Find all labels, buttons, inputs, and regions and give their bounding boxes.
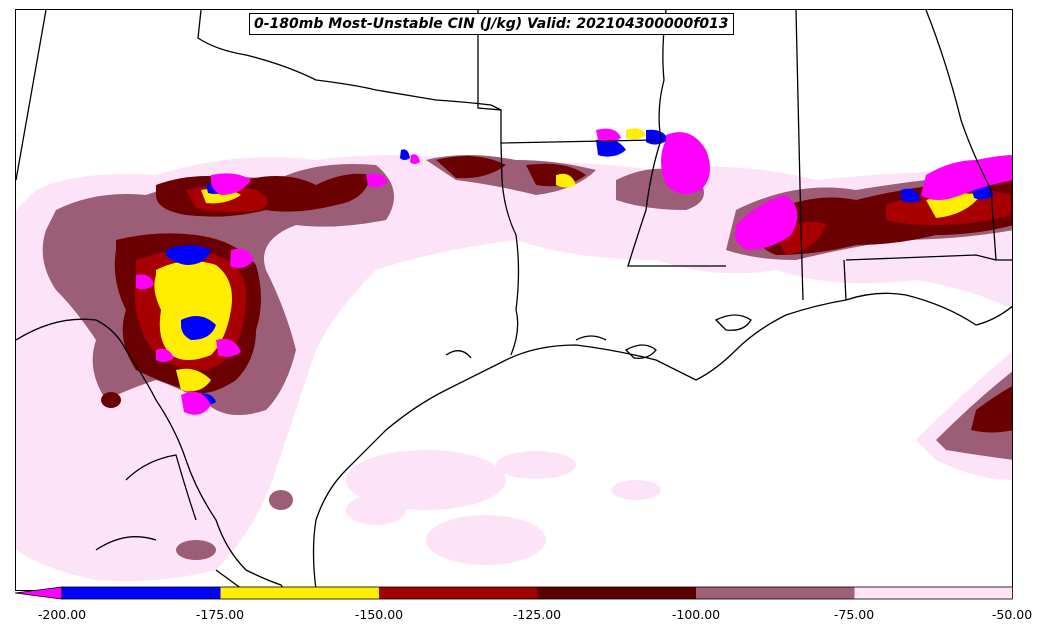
colorbar-segment-1 — [62, 587, 221, 599]
cin-map — [16, 10, 1012, 590]
colorbar-tick-label: -100.00 — [671, 607, 721, 622]
colorbar-tick-label: -50.00 — [991, 607, 1033, 622]
colorbar-segment-6 — [854, 587, 1013, 599]
colorbar-outline — [61, 586, 1013, 600]
colorbar — [15, 586, 1013, 600]
colorbar-segment-5 — [696, 587, 855, 599]
colorbar-extend-triangle — [15, 586, 63, 600]
colorbar-segment-3 — [379, 587, 538, 599]
colorbar-tick-label: -175.00 — [195, 607, 245, 622]
colorbar-tick-label: -125.00 — [512, 607, 562, 622]
colorbar-segment-2 — [220, 587, 379, 599]
colorbar-tick-label: -75.00 — [833, 607, 875, 622]
cin-field-light — [16, 155, 1012, 582]
map-panel — [15, 9, 1013, 591]
colorbar-tick-label: -200.00 — [37, 607, 87, 622]
map-title: 0-180mb Most-Unstable CIN (J/kg) Valid: … — [249, 13, 734, 35]
cin-field-magenta — [136, 128, 1012, 415]
colorbar-segment-4 — [537, 587, 696, 599]
colorbar-tick-label: -150.00 — [354, 607, 404, 622]
